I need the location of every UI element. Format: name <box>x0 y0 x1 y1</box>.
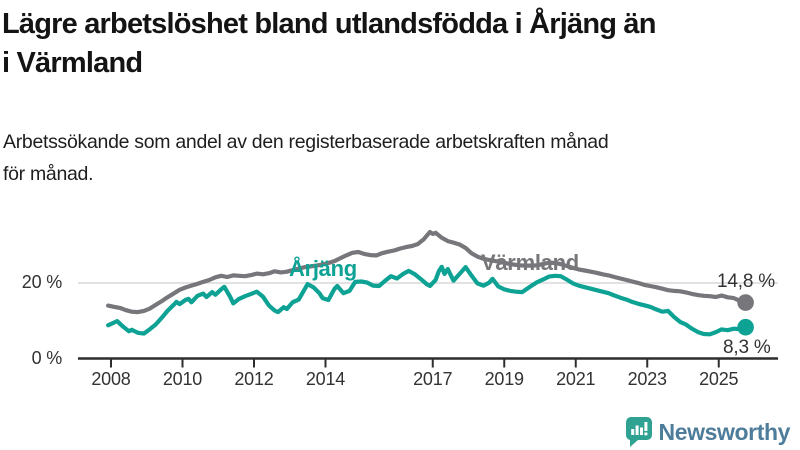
y-axis-label-20: 20 % <box>21 272 62 292</box>
title-line-1: Lägre arbetslöshet bland utlandsfödda i … <box>2 8 656 40</box>
series-line-varmland <box>105 229 748 315</box>
x-axis-label: 2023 <box>627 369 667 389</box>
page-title: Lägre arbetslöshet bland utlandsfödda i … <box>2 5 792 83</box>
series-end-dot-varmland <box>737 294 754 311</box>
x-axis-label: 2017 <box>413 369 453 389</box>
chart-subtitle: Arbetssökande som andel av den registerb… <box>3 126 783 190</box>
newsworthy-logo: Newsworthy <box>625 417 791 447</box>
title-line-2: i Värmland <box>2 47 143 79</box>
bar-chart-bubble-icon <box>625 417 652 447</box>
end-value-label-arjang: 8,3 % <box>723 337 771 358</box>
brand-name: Newsworthy <box>658 418 791 445</box>
subtitle-line-2: för månad. <box>3 163 94 185</box>
x-axis-label: 2008 <box>91 369 131 389</box>
end-value-label-varmland: 14,8 % <box>717 271 775 292</box>
x-axis-label: 2014 <box>305 369 346 389</box>
subtitle-line-1: Arbetssökande som andel av den registerb… <box>3 131 609 153</box>
x-axis-label: 2010 <box>162 369 203 389</box>
x-axis-label: 2021 <box>556 369 596 389</box>
series-label-varmland: Värmland <box>481 250 579 275</box>
y-axis-label-0: 0 % <box>31 348 63 368</box>
series-label-arjang: Årjäng <box>289 256 357 281</box>
series-line-arjang <box>105 264 748 337</box>
x-axis-label: 2019 <box>484 369 524 389</box>
x-axis-label: 2025 <box>699 369 739 389</box>
series-end-dot-arjang <box>737 318 754 336</box>
x-axis-label: 2012 <box>234 369 274 389</box>
